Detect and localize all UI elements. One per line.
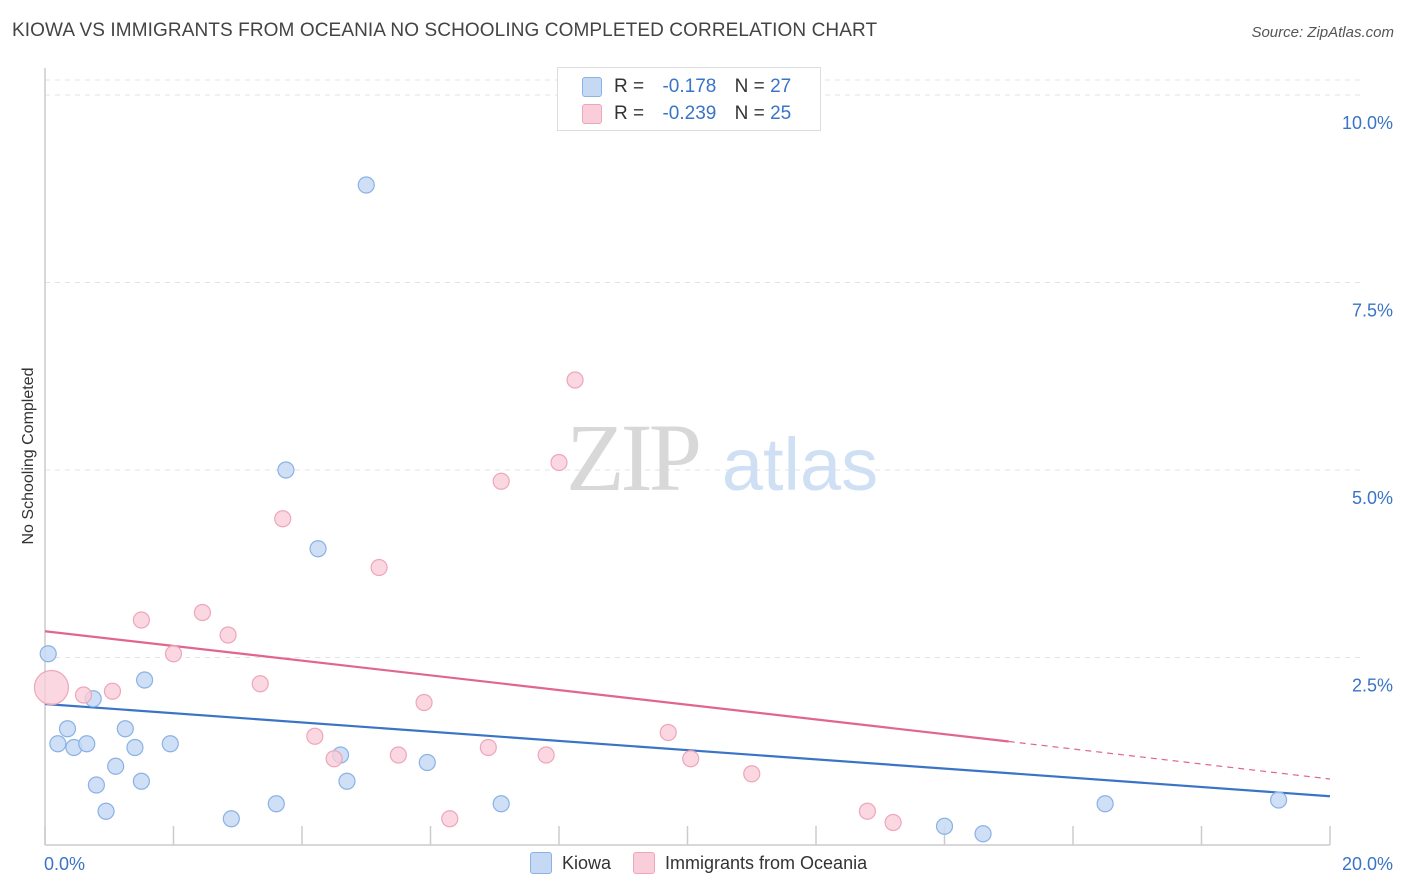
oceania-point: [325, 750, 343, 768]
kiowa-point: [78, 735, 96, 753]
source-label: Source: ZipAtlas.com: [1251, 24, 1394, 41]
kiowa-point: [161, 735, 179, 753]
kiowa-point: [132, 772, 150, 790]
watermark-atlas: atlas: [722, 423, 878, 506]
tick-labels: 2.5% 5.0% 7.5% 10.0% 0.0% 20.0%: [44, 113, 1393, 874]
kiowa-point: [267, 795, 285, 813]
legend-row-oceania: R = -0.239 N = 25: [582, 102, 791, 126]
oceania-point: [74, 686, 93, 704]
kiowa-point: [135, 671, 154, 689]
oceania-point: [164, 645, 183, 663]
correlation-legend: R = -0.178 N = 27 R = -0.239 N = 25: [557, 67, 821, 131]
kiowa-point: [418, 753, 436, 772]
y-tick-label: 5.0%: [1352, 488, 1393, 508]
kiowa-point: [39, 645, 57, 663]
axes: [44, 68, 1331, 846]
kiowa-point: [277, 461, 295, 479]
trend-lines: [44, 630, 1331, 798]
kiowa-point: [107, 757, 125, 775]
data-points: [33, 176, 1288, 843]
oceania-point: [33, 669, 70, 706]
kiowa-point: [338, 772, 356, 790]
legend-label-kiowa: Kiowa: [562, 852, 612, 873]
kiowa-point: [1269, 791, 1288, 809]
oceania-point: [103, 682, 122, 700]
kiowa-point: [126, 738, 144, 757]
oceania-r-label: R =: [614, 103, 645, 124]
watermark-zip: ZIP: [566, 404, 699, 511]
oceania-r-value: -0.239: [662, 103, 717, 124]
oceania-n-value: 25: [770, 103, 792, 124]
kiowa-point: [492, 795, 510, 813]
oceania-trend-line: [44, 630, 1009, 743]
kiowa-point: [116, 720, 134, 738]
oceania-point: [659, 723, 677, 742]
kiowa-n-label: N =: [734, 76, 765, 97]
oceania-n-label: N =: [734, 103, 765, 124]
kiowa-point: [309, 540, 327, 558]
kiowa-point: [222, 810, 240, 828]
oceania-point: [251, 675, 269, 693]
oceania-point: [858, 802, 877, 820]
kiowa-point: [58, 720, 77, 738]
oceania-point: [389, 746, 407, 764]
kiowa-r-value: -0.178: [662, 76, 717, 97]
oceania-point: [274, 510, 292, 528]
oceania-point: [743, 765, 761, 783]
oceania-point: [479, 738, 497, 757]
kiowa-point: [974, 825, 992, 843]
kiowa-point: [1096, 795, 1114, 813]
oceania-point: [193, 603, 212, 622]
kiowa-point: [97, 802, 115, 820]
oceania-point: [306, 727, 324, 745]
chart-title: KIOWA VS IMMIGRANTS FROM OCEANIA NO SCHO…: [12, 20, 878, 41]
y-tick-label: 10.0%: [1342, 113, 1393, 133]
y-tick-label: 2.5%: [1352, 676, 1393, 696]
oceania-point: [415, 693, 433, 712]
kiowa-point: [49, 735, 67, 753]
oceania-point: [884, 813, 902, 832]
oceania-point: [566, 371, 584, 389]
oceania-swatch: [582, 104, 602, 124]
oceania-point: [219, 626, 237, 644]
kiowa-n-value: 27: [770, 76, 792, 97]
kiowa-r-label: R =: [614, 76, 645, 97]
oceania-point: [550, 453, 568, 472]
oceania-point: [537, 746, 555, 764]
kiowa-trend-line: [44, 702, 1331, 798]
oceania-point: [682, 750, 700, 768]
legend-swatch-kiowa: [530, 852, 552, 874]
grid-lines: [45, 79, 1365, 658]
x-tick-label-min: 0.0%: [44, 854, 85, 874]
legend-item-oceania: Immigrants from Oceania: [633, 852, 867, 874]
legend-label-oceania: Immigrants from Oceania: [665, 852, 868, 873]
kiowa-point: [87, 776, 106, 794]
oceania-point: [492, 472, 510, 490]
y-tick-label: 7.5%: [1352, 301, 1393, 321]
oceania-trend-extension: [1008, 740, 1331, 780]
kiowa-swatch: [582, 77, 602, 97]
legend-item-kiowa: Kiowa: [530, 852, 611, 874]
kiowa-point: [935, 817, 954, 835]
kiowa-point: [357, 176, 375, 194]
legend-row-kiowa: R = -0.178 N = 27: [582, 75, 791, 99]
series-legend: Kiowa Immigrants from Oceania: [530, 852, 889, 874]
oceania-point: [441, 810, 459, 828]
oceania-point: [132, 611, 150, 629]
oceania-point: [370, 558, 388, 577]
legend-swatch-oceania: [633, 852, 656, 874]
x-tick-label-max: 20.0%: [1342, 854, 1393, 874]
